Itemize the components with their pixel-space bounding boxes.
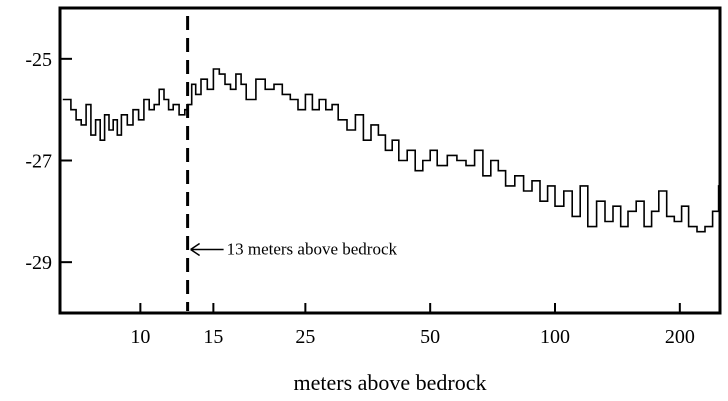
annotation-arrow [190, 242, 224, 257]
y-tick-label: -27 [25, 151, 52, 173]
y-axis-ticks: -25 -27 -29 [25, 49, 72, 274]
x-tick-label: 25 [295, 326, 315, 348]
x-tick-label: 50 [420, 326, 440, 348]
y-tick-label: -29 [25, 252, 52, 274]
x-tick-label: 10 [130, 326, 150, 348]
x-tick-label: 200 [665, 326, 695, 348]
x-tick-label: 15 [203, 326, 223, 348]
y-tick-label: -25 [25, 49, 52, 71]
plot-frame [58, 6, 722, 315]
series-line [62, 68, 720, 233]
x-axis-title: meters above bedrock [293, 370, 486, 395]
annotation-label: 13 meters above bedrock [227, 239, 398, 258]
x-axis-ticks: 10 15 25 50 100 200 [130, 303, 695, 348]
x-tick-label: 100 [540, 326, 570, 348]
